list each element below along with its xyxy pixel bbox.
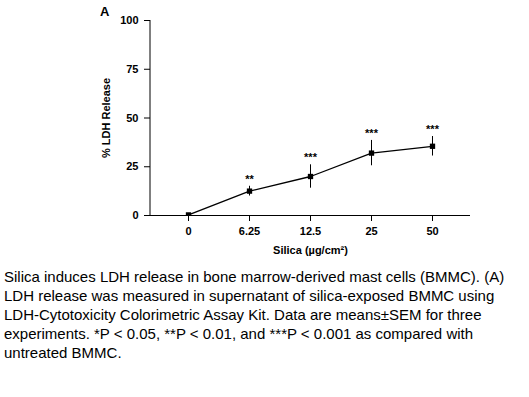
svg-text:0: 0: [132, 209, 138, 221]
svg-text:***: ***: [365, 127, 379, 139]
svg-text:**: **: [245, 173, 254, 185]
svg-text:0: 0: [185, 225, 191, 237]
svg-text:50: 50: [126, 112, 138, 124]
svg-text:Silica (µg/cm²): Silica (µg/cm²): [273, 244, 348, 256]
svg-text:25: 25: [126, 160, 138, 172]
svg-text:% LDH Release: % LDH Release: [100, 78, 112, 158]
svg-text:12.5: 12.5: [300, 225, 321, 237]
svg-text:50: 50: [426, 225, 438, 237]
svg-text:25: 25: [365, 225, 377, 237]
svg-text:***: ***: [304, 151, 318, 163]
html-text:Silica induces LDH release in: Silica induces LDH release in bone marro…: [4, 268, 505, 361]
svg-text:75: 75: [126, 63, 138, 75]
svg-text:6.25: 6.25: [239, 225, 260, 237]
svg-text:***: ***: [426, 123, 440, 135]
svg-text:100: 100: [120, 14, 138, 26]
html-text:A: A: [100, 4, 110, 19]
